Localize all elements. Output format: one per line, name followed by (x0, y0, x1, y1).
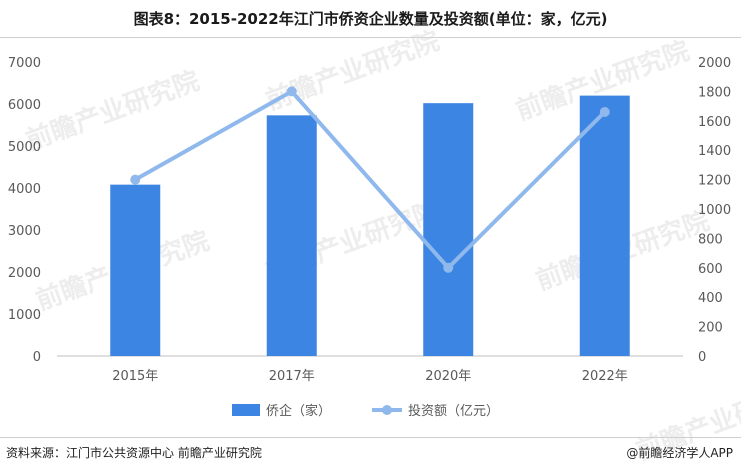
legend-line-marker (382, 405, 392, 415)
line-point (286, 86, 297, 97)
y-right-tick-labels: 0 200 400 600 800 1000 1200 1400 1600 1800 2000 (698, 56, 731, 365)
line-series (130, 86, 610, 273)
bar (579, 95, 630, 356)
x-tick-labels: 2015年 2017年 2020年 2022年 (112, 369, 628, 384)
y-left-tick: 1000 (8, 308, 41, 323)
y-left-tick: 0 (33, 350, 41, 365)
chart-title: 图表8：2015-2022年江门市侨资企业数量及投资额(单位：家，亿元) (133, 10, 608, 28)
y-right-tick: 200 (698, 321, 723, 336)
line-point (130, 174, 141, 185)
x-tick-label: 2022年 (582, 369, 628, 384)
bar (423, 103, 474, 356)
y-left-tick: 4000 (8, 182, 41, 197)
x-tick-label: 2020年 (425, 369, 471, 384)
source-note: 资料来源：江门市公共资源中心 前瞻产业研究院 (6, 446, 262, 460)
y-left-tick: 6000 (8, 98, 41, 113)
legend-bar-swatch (232, 404, 260, 416)
y-right-tick: 1400 (698, 144, 731, 159)
y-left-tick: 5000 (8, 140, 41, 155)
y-right-tick: 1600 (698, 115, 731, 130)
x-tick-label: 2017年 (269, 369, 315, 384)
investment-line (134, 89, 607, 270)
legend-bar-label: 侨企（家） (266, 403, 331, 419)
bar (110, 184, 161, 356)
y-left-tick: 7000 (8, 56, 41, 71)
y-right-tick: 600 (698, 262, 723, 277)
y-left-tick: 3000 (8, 224, 41, 239)
y-right-tick: 2000 (698, 56, 731, 71)
bar (266, 115, 317, 356)
title-divider (0, 37, 741, 38)
watermark-text: 前瞻产业研究院 (22, 65, 204, 156)
y-right-tick: 1200 (698, 174, 731, 189)
bar-series (110, 95, 630, 356)
line-point (599, 106, 610, 117)
y-left-tick-labels: 0 1000 2000 3000 4000 5000 6000 7000 (8, 56, 41, 365)
y-left-tick: 2000 (8, 266, 41, 281)
brand-credit: @前瞻经济学人APP (626, 446, 733, 460)
y-right-tick: 0 (698, 350, 706, 365)
line-point (443, 262, 454, 273)
y-right-tick: 800 (698, 232, 723, 247)
watermark-text: 前瞻产业研究院 (262, 25, 444, 116)
y-right-tick: 1800 (698, 85, 731, 100)
x-tick-label: 2015年 (112, 369, 158, 384)
chart-legend: 侨企（家） 投资额（亿元） (232, 403, 499, 419)
legend-line-label: 投资额（亿元） (408, 403, 499, 419)
y-right-tick: 1000 (698, 203, 731, 218)
footer-divider (0, 437, 741, 438)
y-right-tick: 400 (698, 291, 723, 306)
